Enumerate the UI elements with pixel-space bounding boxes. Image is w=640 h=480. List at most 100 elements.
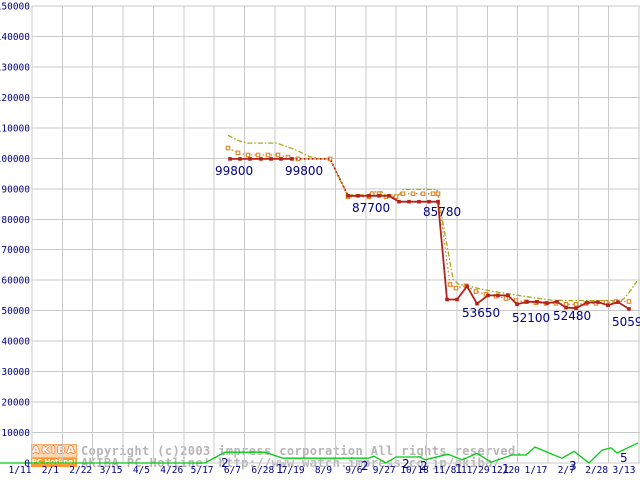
x-tick-label: 2/1 [42, 465, 59, 476]
y-tick-label: 150000 [0, 2, 30, 13]
price-label: 53650 [462, 306, 500, 320]
series-group [0, 134, 639, 464]
price-label: 52480 [553, 309, 591, 323]
lowest-price-marker [346, 194, 350, 198]
price-label: 99800 [285, 164, 323, 178]
lowest-price-marker [627, 307, 631, 311]
x-tick-label: 2/7 [558, 465, 575, 476]
price-label: 52100 [512, 311, 550, 325]
price-label: 50590 [612, 315, 640, 329]
y-tick-label: 130000 [0, 62, 30, 73]
x-tick-label: 7/19 [282, 465, 305, 476]
lowest-price-marker [367, 194, 371, 198]
y-tick-label: 40000 [1, 337, 30, 348]
lowest-price-marker [616, 300, 620, 304]
lowest-price-marker [555, 300, 559, 304]
lowest-price-marker [525, 300, 529, 304]
lowest-price-marker [397, 199, 401, 204]
y-tick-label: 10000 [1, 428, 30, 439]
y-tick-label: 0 [24, 459, 30, 470]
lowest-price-marker [269, 157, 273, 161]
lowest-price-marker [427, 199, 431, 204]
akiba-logo-wordmark: AKIBA [31, 444, 77, 458]
average-price-marker [255, 152, 261, 158]
average-price-marker [573, 302, 579, 307]
lowest-price-marker [238, 157, 242, 161]
lowest-price-marker [436, 199, 440, 204]
average-price-marker [435, 191, 441, 196]
lowest-price-marker [496, 293, 500, 298]
x-tick-label: 3/15 [100, 465, 123, 476]
x-tick-label: 4/26 [160, 465, 183, 476]
x-tick-label: 8/9 [315, 465, 332, 476]
x-tick-label: 11/29 [461, 465, 490, 476]
average-price-marker [265, 152, 271, 158]
highest-price-line [227, 134, 638, 302]
lowest-price-marker [455, 297, 459, 302]
shop-count-label: 2 [221, 456, 229, 470]
average-price-marker [235, 150, 241, 156]
y-tick-label: 20000 [1, 398, 30, 409]
lowest-price-marker [445, 297, 449, 302]
x-tick-label: 4/5 [133, 465, 150, 476]
lowest-price-marker [407, 199, 411, 204]
shop-count-label: 1 [455, 462, 463, 476]
lowest-price-marker [228, 157, 232, 161]
x-tick-label: 10/18 [400, 465, 429, 476]
lowest-price-marker [486, 293, 490, 298]
lowest-price-marker [606, 303, 610, 307]
lowest-price-marker [535, 300, 539, 304]
y-tick-label: 70000 [1, 245, 30, 256]
lowest-price-marker [417, 199, 421, 204]
shop-count-label: 1 [276, 462, 284, 476]
x-tick-label: 3/13 [613, 465, 636, 476]
y-tick-label: 30000 [1, 367, 30, 378]
average-price-marker [453, 285, 459, 291]
y-tick-label: 90000 [1, 184, 30, 195]
shop-count-label: 3 [569, 459, 577, 473]
lowest-price-marker [475, 301, 479, 306]
shop-count-label: 5 [620, 451, 628, 465]
lowest-price-marker [585, 300, 589, 305]
average-price-marker [410, 191, 416, 196]
lowest-price-marker [248, 157, 252, 161]
average-price-marker [430, 191, 436, 196]
y-tick-label: 140000 [0, 32, 30, 43]
lowest-price-marker [574, 306, 578, 310]
lowest-price-marker [356, 194, 360, 198]
average-price-marker [447, 282, 453, 287]
average-price-marker [225, 145, 231, 151]
lowest-price-marker [279, 157, 283, 161]
average-price-marker [245, 152, 251, 158]
shop-count-label: 1 [502, 462, 510, 476]
lowest-price-marker [377, 194, 381, 198]
lowest-price-marker [465, 284, 469, 289]
x-tick-label: 12/20 [491, 465, 520, 476]
lowest-price-marker [387, 194, 391, 198]
shop-count-label: 2 [361, 459, 369, 473]
y-tick-label: 50000 [1, 306, 30, 317]
x-tick-label: 9/27 [373, 465, 396, 476]
lowest-price-marker [564, 305, 568, 310]
price-label: 87700 [352, 201, 390, 215]
shop-count-label: 2 [420, 459, 428, 473]
price-label: 99800 [215, 164, 253, 178]
x-tick-label: 11/8 [433, 465, 456, 476]
x-tick-label: 2/22 [69, 465, 92, 476]
shop-count-line [0, 442, 639, 464]
lowest-price-marker [596, 300, 600, 304]
x-tick-label: 9/6 [345, 465, 362, 476]
highest-price-polyline [227, 134, 638, 302]
y-tick-label: 80000 [1, 215, 30, 226]
x-tick-label: 1/17 [525, 465, 548, 476]
y-tick-label: 60000 [1, 276, 30, 287]
lowest-price-marker [515, 302, 519, 307]
average-price-marker [393, 194, 399, 199]
lowest-price-line [228, 157, 631, 311]
x-tick-label: 6/28 [251, 465, 274, 476]
average-price-marker [420, 191, 426, 196]
